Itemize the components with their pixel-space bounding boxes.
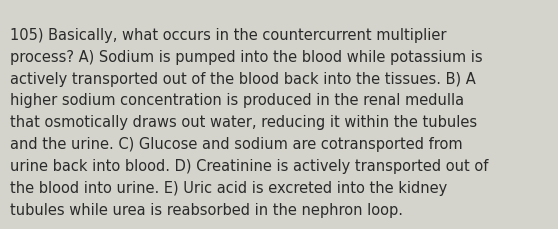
Text: 105) Basically, what occurs in the countercurrent multiplier
process? A) Sodium : 105) Basically, what occurs in the count… — [10, 27, 488, 217]
